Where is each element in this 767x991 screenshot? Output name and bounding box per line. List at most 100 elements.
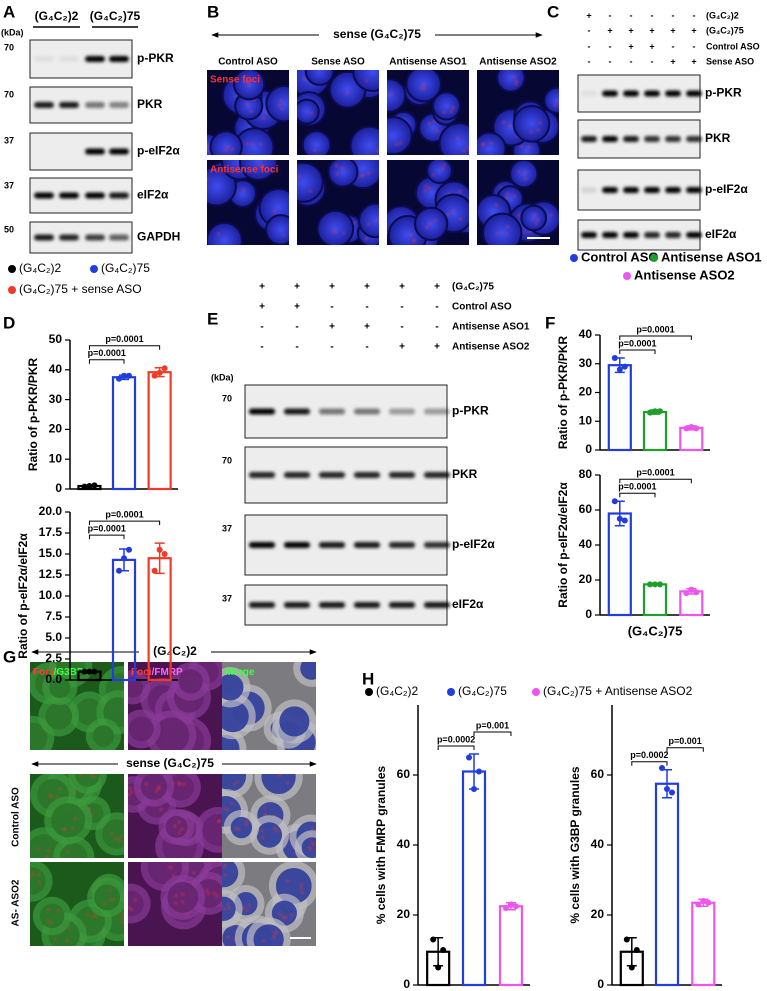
band: [85, 148, 105, 155]
focus: [155, 790, 158, 793]
focus: [94, 915, 98, 918]
channel-header: Foci/G3BP: [33, 667, 84, 678]
focus: [383, 139, 385, 141]
focus: [230, 802, 233, 805]
bar: [498, 905, 524, 987]
focus: [313, 149, 316, 152]
band: [686, 90, 702, 97]
focus: [174, 901, 178, 905]
focus: [236, 780, 239, 783]
band: [388, 408, 416, 415]
focus: [114, 837, 117, 840]
focus: [226, 808, 229, 812]
sign: -: [651, 56, 654, 66]
focus: [451, 210, 454, 213]
focus: [237, 828, 240, 831]
blot-label: PKR: [452, 467, 478, 481]
focus: [380, 214, 382, 216]
focus: [505, 232, 508, 235]
focus: [233, 770, 235, 772]
y-tick-label: 20: [49, 422, 63, 436]
data-point: [700, 898, 707, 904]
band: [388, 602, 416, 608]
y-tick-label: 10: [49, 451, 63, 465]
nucleus: [477, 131, 507, 155]
focus: [73, 858, 75, 860]
focus: [262, 116, 265, 120]
band: [283, 602, 311, 608]
focus: [495, 204, 498, 207]
data-point: [512, 903, 519, 910]
data-point: [693, 425, 700, 432]
band: [686, 187, 702, 193]
nucleus: [297, 161, 324, 203]
nucleus: [297, 98, 320, 125]
focus: [309, 190, 312, 193]
sign: -: [260, 322, 263, 333]
band: [318, 472, 346, 478]
focus: [79, 774, 82, 777]
focus: [224, 863, 227, 866]
band: [644, 232, 660, 238]
nucleus: [232, 70, 266, 101]
sign: -: [365, 342, 368, 353]
focus: [134, 898, 137, 902]
data-point: [652, 581, 658, 588]
legend-marker: [650, 254, 658, 262]
blot-label: PKR: [137, 97, 163, 111]
legend-marker: [8, 286, 16, 294]
focus: [221, 827, 222, 828]
focus: [508, 124, 511, 127]
focus: [226, 903, 230, 906]
focus: [183, 859, 185, 861]
p-value: p=0.0001: [105, 334, 143, 344]
focus: [121, 913, 124, 916]
mw-marker: 37: [4, 135, 14, 145]
focus: [335, 172, 339, 176]
focus: [168, 866, 171, 869]
blot-label: PKR: [705, 131, 731, 145]
legend-label: (G₄C₂)2: [376, 684, 419, 698]
panel-label: B: [207, 2, 219, 21]
focus: [520, 145, 523, 148]
sign: +: [649, 41, 654, 51]
cells: [30, 774, 124, 860]
focus: [282, 234, 285, 237]
significance-bracket: [88, 345, 161, 350]
sign: +: [607, 25, 612, 35]
focus: [245, 909, 248, 912]
channel-name: Merge: [225, 667, 255, 678]
data-point: [440, 947, 447, 953]
focus: [110, 832, 113, 835]
data-point: [688, 424, 695, 430]
sign: -: [588, 25, 591, 35]
focus: [442, 163, 446, 167]
focus: [181, 900, 184, 903]
focus: [248, 904, 251, 907]
focus: [436, 129, 439, 132]
focus: [223, 866, 226, 869]
focus: [530, 130, 533, 134]
focus: [178, 831, 181, 834]
focus: [539, 121, 542, 124]
significance-bracket: [88, 359, 125, 364]
focus: [490, 142, 493, 145]
blot-label: p-PKR: [452, 404, 489, 418]
nucleus: [222, 774, 246, 792]
y-axis-label: Ratio of p-PKR/PKR: [26, 358, 40, 472]
nucleus: [482, 212, 523, 245]
focus: [128, 793, 131, 796]
mw-marker: 70: [222, 455, 232, 465]
nucleus: [543, 86, 559, 115]
condition-label: (G₄C₂)2: [706, 10, 739, 20]
focus: [533, 213, 536, 216]
panel-label: D: [3, 313, 15, 332]
focus: [286, 781, 289, 785]
column-header: Antisense ASO2: [479, 57, 557, 68]
band: [353, 472, 381, 478]
section-title: sense (G₄C₂)75: [333, 27, 421, 41]
focus: [433, 120, 436, 123]
focus: [505, 196, 508, 200]
focus: [47, 794, 51, 797]
focus: [514, 83, 517, 86]
